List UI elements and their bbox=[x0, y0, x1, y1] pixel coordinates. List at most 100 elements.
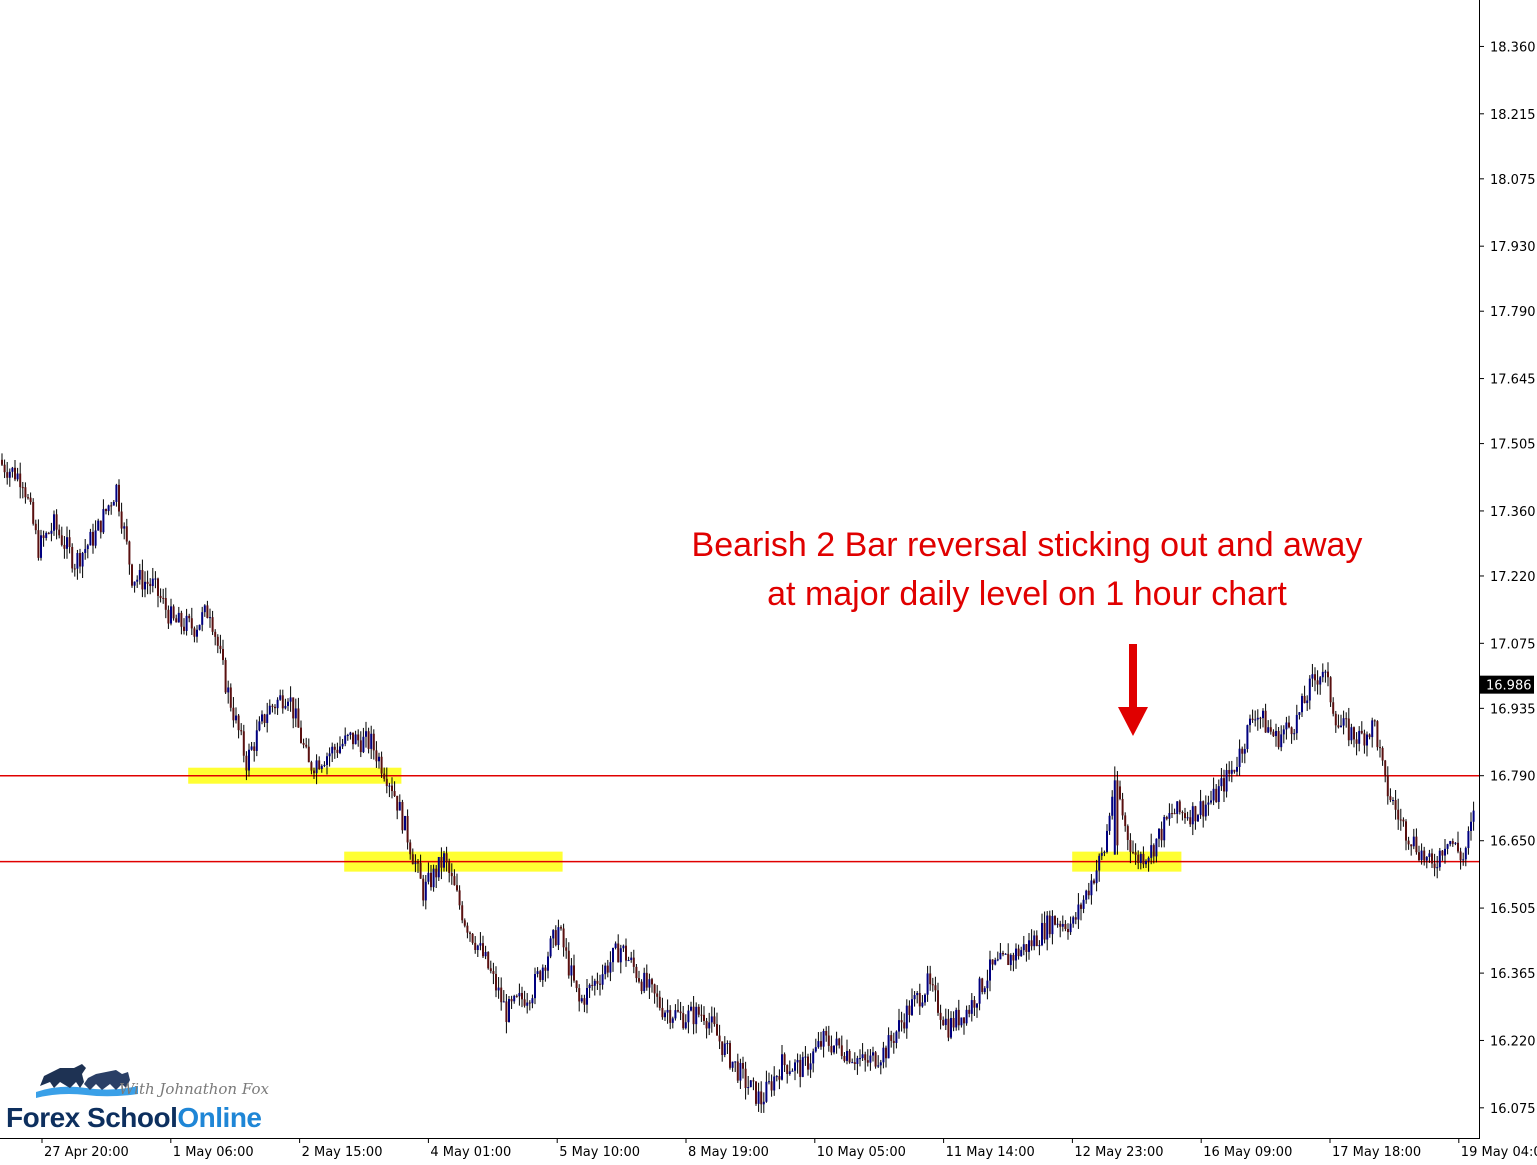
candle-body bbox=[1451, 841, 1454, 844]
candle-body bbox=[1142, 853, 1145, 865]
candle-body bbox=[1345, 718, 1348, 720]
candle bbox=[1366, 731, 1368, 757]
candle bbox=[346, 733, 349, 741]
candle bbox=[1064, 920, 1067, 932]
candle-body bbox=[1282, 729, 1285, 735]
candle-body bbox=[703, 1014, 705, 1021]
candle-body bbox=[1340, 725, 1342, 728]
candle bbox=[1277, 727, 1280, 750]
candle-body bbox=[973, 1000, 976, 1008]
candle bbox=[274, 704, 276, 715]
candle-body bbox=[326, 756, 328, 765]
candle bbox=[1412, 828, 1415, 850]
candle bbox=[1225, 763, 1228, 798]
candle-body bbox=[300, 727, 302, 743]
candle-body bbox=[729, 1043, 731, 1068]
candle bbox=[1220, 767, 1223, 791]
candle-body bbox=[981, 978, 984, 993]
candle bbox=[1085, 889, 1088, 904]
candle-body bbox=[1399, 819, 1402, 821]
candle-body bbox=[765, 1081, 768, 1102]
candle-body bbox=[895, 1031, 898, 1043]
candle-body bbox=[1256, 717, 1259, 720]
candle-body bbox=[926, 973, 929, 995]
candle bbox=[63, 536, 66, 559]
candle bbox=[1355, 732, 1358, 756]
candle bbox=[788, 1060, 791, 1076]
candle-body bbox=[24, 487, 27, 498]
candle-body bbox=[1043, 922, 1046, 940]
candle bbox=[630, 951, 633, 963]
candle bbox=[294, 698, 297, 728]
candle bbox=[1087, 882, 1090, 900]
candle-body bbox=[287, 701, 289, 706]
candle bbox=[164, 587, 167, 619]
candle bbox=[453, 869, 456, 886]
candle-body bbox=[609, 962, 612, 973]
candle-body bbox=[196, 629, 198, 637]
candle bbox=[167, 605, 170, 629]
y-tick-label: 17.360 bbox=[1490, 505, 1536, 520]
candle-body bbox=[1009, 954, 1012, 966]
candle bbox=[1152, 843, 1155, 864]
candle-body bbox=[97, 520, 100, 531]
candle-body bbox=[1272, 731, 1275, 737]
candle-body bbox=[905, 1005, 908, 1029]
candle-body bbox=[1467, 830, 1470, 849]
candle-body bbox=[331, 746, 334, 754]
candle-body bbox=[190, 618, 193, 629]
candle-body bbox=[206, 605, 209, 619]
candle-body bbox=[209, 617, 211, 619]
candle-body bbox=[547, 956, 549, 971]
candle-body bbox=[747, 1087, 750, 1089]
candle-body bbox=[820, 1041, 822, 1047]
candle bbox=[1009, 953, 1012, 971]
candle bbox=[911, 988, 913, 1016]
y-tick-label: 18.075 bbox=[1490, 173, 1536, 188]
candle-body bbox=[292, 697, 295, 719]
candle-body bbox=[752, 1080, 755, 1082]
candle bbox=[567, 942, 570, 979]
candle bbox=[1376, 720, 1379, 751]
candle bbox=[957, 999, 960, 1031]
candle bbox=[606, 959, 609, 978]
candle-body bbox=[448, 862, 451, 873]
candle bbox=[1353, 726, 1355, 748]
candle bbox=[198, 624, 201, 631]
candle bbox=[505, 994, 508, 1034]
candle-body bbox=[1444, 848, 1446, 856]
candle-body bbox=[1321, 671, 1324, 678]
candle-body bbox=[1028, 940, 1030, 952]
candle-body bbox=[960, 1017, 963, 1026]
candle-body bbox=[1433, 863, 1436, 869]
candle-body bbox=[211, 617, 214, 632]
candle-body bbox=[1454, 842, 1457, 844]
candle-body bbox=[934, 985, 937, 991]
candle-body bbox=[302, 742, 305, 745]
candle bbox=[684, 1014, 687, 1030]
candle-body bbox=[445, 853, 448, 863]
candle-body bbox=[216, 636, 219, 646]
candle-body bbox=[279, 695, 282, 700]
candle-body bbox=[944, 1018, 947, 1026]
candle-body bbox=[440, 856, 443, 868]
candle bbox=[380, 751, 383, 778]
candle bbox=[617, 934, 620, 963]
candle-body bbox=[1132, 851, 1134, 853]
candle bbox=[1139, 851, 1142, 870]
y-tick-label: 16.075 bbox=[1490, 1102, 1536, 1117]
candle-body bbox=[1418, 852, 1420, 861]
candle-body bbox=[50, 530, 53, 534]
candle bbox=[721, 1041, 724, 1062]
candle-body bbox=[432, 868, 435, 888]
candle bbox=[846, 1039, 848, 1065]
candle-body bbox=[781, 1054, 783, 1080]
candle-body bbox=[518, 992, 521, 997]
candle-body bbox=[443, 853, 445, 868]
candle bbox=[942, 1016, 945, 1026]
candle bbox=[474, 936, 477, 954]
candle-body bbox=[294, 708, 297, 719]
candle-body bbox=[1147, 857, 1150, 862]
candle bbox=[931, 977, 934, 992]
